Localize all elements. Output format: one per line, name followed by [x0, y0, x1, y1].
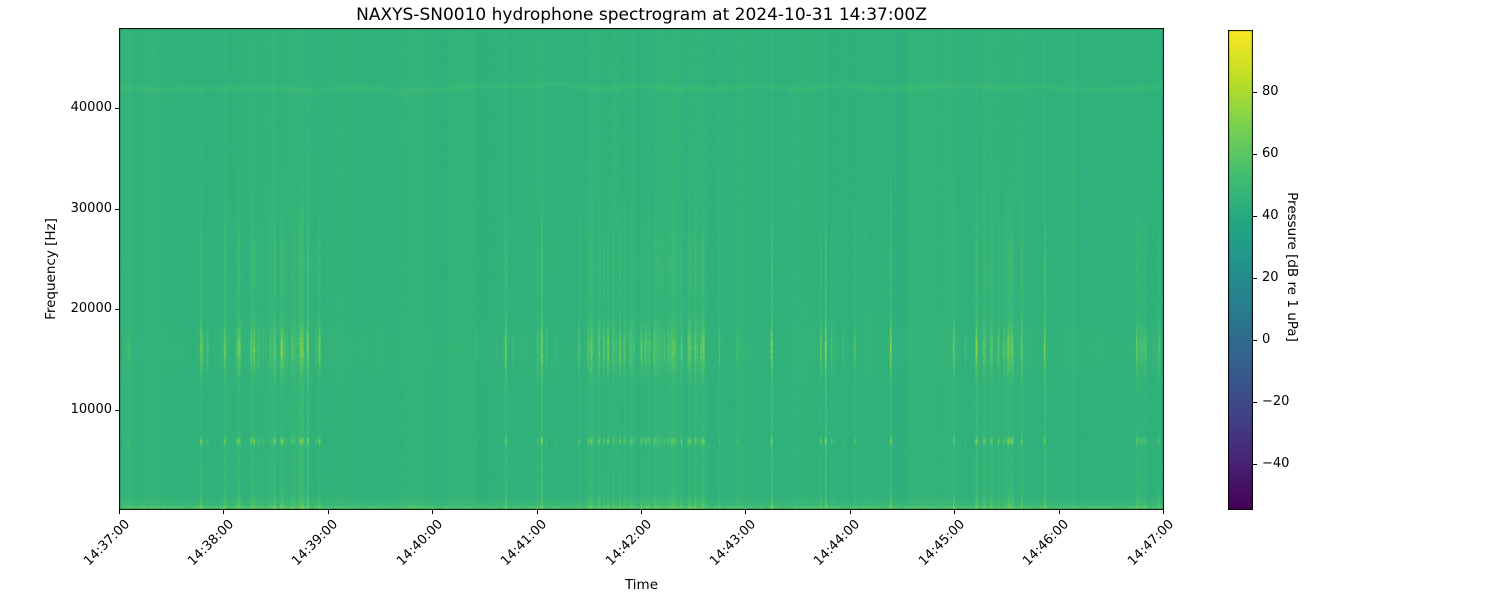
colorbar-tick-mark	[1253, 216, 1257, 217]
colorbar-tick-label: 0	[1262, 332, 1271, 347]
x-tick-label: 14:37:00	[80, 517, 133, 569]
colorbar-tick-label: 20	[1262, 270, 1279, 285]
colorbar-tick-mark	[1253, 154, 1257, 155]
colorbar-tick-mark	[1253, 340, 1257, 341]
y-tick-label: 10000	[70, 402, 112, 417]
colorbar-tick-mark	[1253, 92, 1257, 93]
x-tick-label: 14:43:00	[707, 517, 760, 569]
x-axis-label: Time	[624, 577, 659, 593]
x-tick-mark	[119, 510, 120, 514]
x-tick-label: 14:39:00	[289, 517, 342, 569]
colorbar-tick-label: 60	[1262, 146, 1279, 161]
y-tick-label: 20000	[70, 301, 112, 316]
x-tick-label: 14:47:00	[1124, 517, 1177, 569]
x-tick-label: 14:41:00	[498, 517, 551, 569]
x-tick-label: 14:45:00	[915, 517, 968, 569]
x-tick-mark	[1059, 510, 1060, 514]
y-tick-mark	[115, 410, 119, 411]
x-tick-mark	[537, 510, 538, 514]
colorbar-tick-label: 80	[1262, 84, 1279, 99]
y-tick-mark	[115, 108, 119, 109]
x-tick-label: 14:44:00	[811, 517, 864, 569]
colorbar-tick-label: 40	[1262, 208, 1279, 223]
colorbar-tick-mark	[1253, 402, 1257, 403]
x-tick-label: 14:40:00	[393, 517, 446, 569]
colorbar-gradient	[1228, 30, 1253, 510]
colorbar-label: Pressure [dB re 1 uPa]	[1284, 192, 1300, 342]
x-tick-label: 14:38:00	[185, 517, 238, 569]
x-tick-mark	[745, 510, 746, 514]
x-tick-mark	[432, 510, 433, 514]
colorbar-tick-mark	[1253, 278, 1257, 279]
colorbar-tick-label: −40	[1262, 456, 1290, 471]
y-tick-label: 40000	[70, 100, 112, 115]
x-tick-mark	[328, 510, 329, 514]
y-tick-label: 30000	[70, 201, 112, 216]
x-tick-mark	[641, 510, 642, 514]
x-tick-mark	[850, 510, 851, 514]
y-tick-mark	[115, 209, 119, 210]
colorbar-tick-label: −20	[1262, 394, 1290, 409]
x-tick-label: 14:42:00	[602, 517, 655, 569]
colorbar-tick-mark	[1253, 464, 1257, 465]
y-tick-mark	[115, 309, 119, 310]
chart-title: NAXYS-SN0010 hydrophone spectrogram at 2…	[356, 5, 927, 25]
x-tick-mark	[954, 510, 955, 514]
spectrogram-heatmap	[119, 28, 1164, 510]
x-tick-mark	[223, 510, 224, 514]
x-tick-mark	[1163, 510, 1164, 514]
x-tick-label: 14:46:00	[1020, 517, 1073, 569]
